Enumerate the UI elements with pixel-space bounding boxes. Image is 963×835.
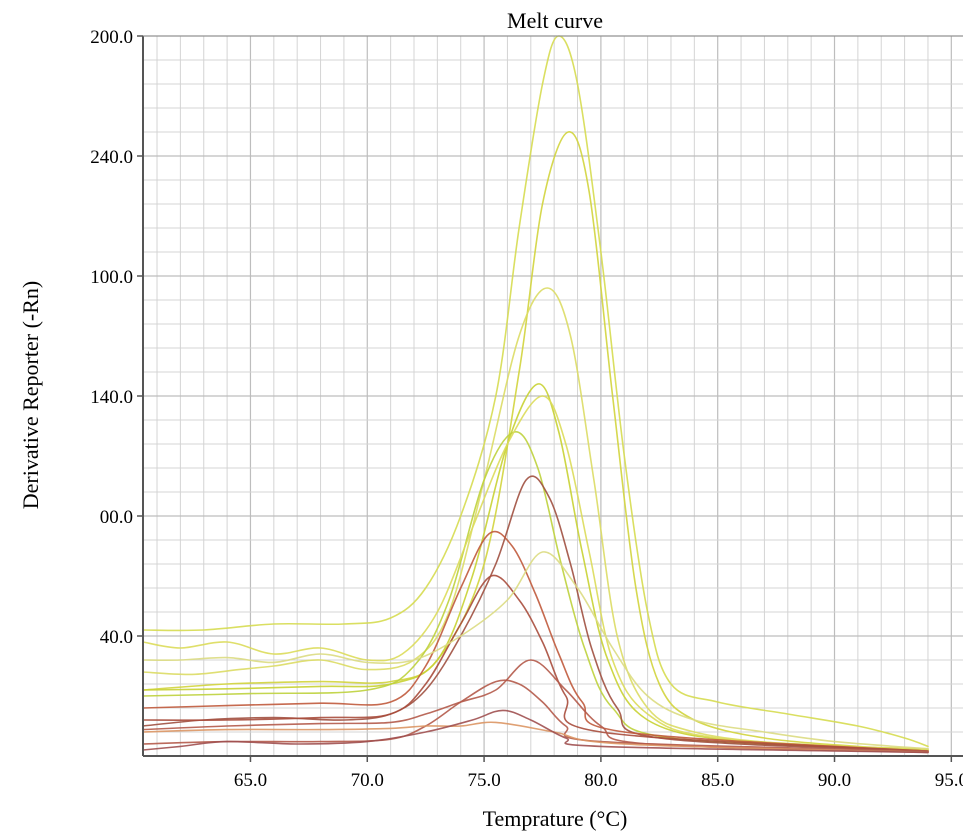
series-line-10 [142, 679, 929, 752]
y-axis-ticks: 40.0 00.0 140.0 100.0 240.0 200.0 [90, 27, 143, 648]
series-line-8 [142, 530, 929, 752]
series-line-5 [142, 431, 929, 751]
y-tick-label: 240.0 [90, 147, 133, 168]
y-tick-label: 40.0 [100, 627, 133, 648]
series-line-3 [142, 287, 929, 750]
series-line-7 [142, 475, 929, 752]
series-line-6 [142, 395, 929, 751]
series-line-12 [142, 721, 929, 754]
x-tick-label: 75.0 [467, 770, 500, 791]
y-axis-title: Derivative Reporter (-Rn) [18, 281, 43, 509]
grid [143, 35, 963, 757]
x-tick-label: 85.0 [701, 770, 734, 791]
series-line-9 [142, 574, 929, 752]
series-line-1 [142, 35, 929, 748]
series-line-11 [142, 659, 929, 754]
series-line-4 [142, 383, 929, 751]
series-line-13 [142, 709, 929, 754]
x-axis-ticks: 65.0 70.0 75.0 80.0 85.0 90.0 95.0 [234, 756, 963, 791]
series-group [142, 35, 929, 754]
y-tick-label: 140.0 [90, 387, 133, 408]
x-tick-label: 70.0 [351, 770, 384, 791]
y-tick-label: 00.0 [100, 507, 133, 528]
series-line-14 [142, 551, 929, 750]
y-tick-label: 100.0 [90, 267, 133, 288]
chart-title: Melt curve [507, 8, 603, 33]
x-tick-label: 90.0 [818, 770, 851, 791]
y-tick-label: 200.0 [90, 27, 133, 48]
series-line-2 [142, 131, 929, 751]
x-tick-label: 65.0 [234, 770, 267, 791]
x-tick-label: 80.0 [584, 770, 617, 791]
x-tick-label: 95.0 [935, 770, 963, 791]
x-axis-title: Temprature (°C) [483, 806, 628, 831]
